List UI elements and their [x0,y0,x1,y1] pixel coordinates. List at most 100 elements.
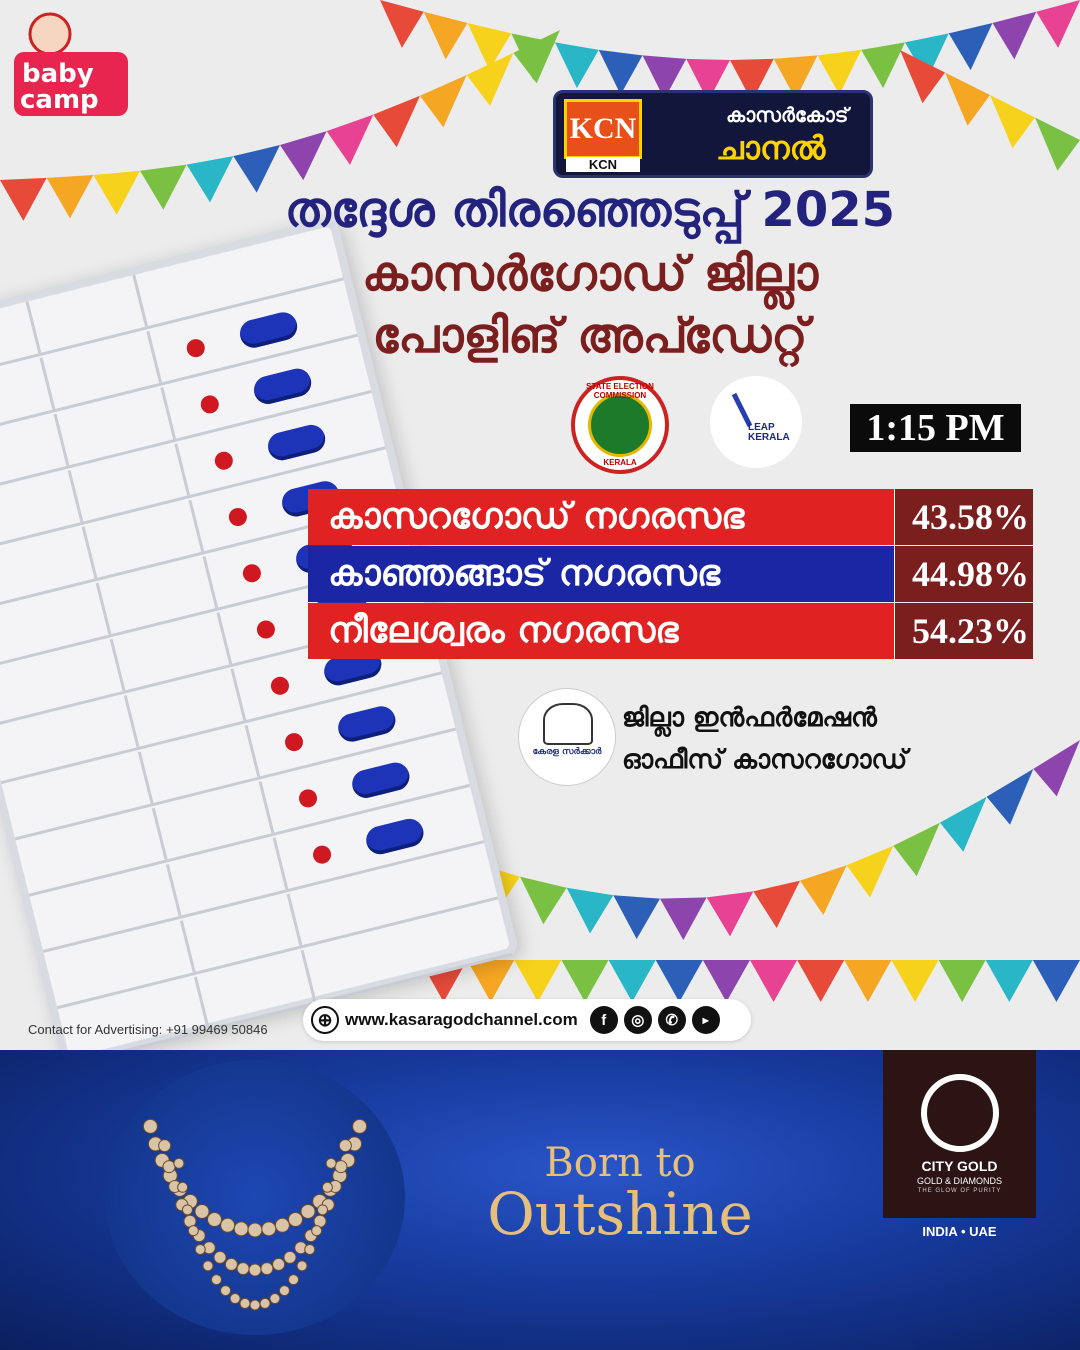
necklace-stone [181,1204,193,1216]
evm-lamp [226,506,249,528]
bunting-flag [566,887,614,934]
necklace-stone [325,1157,337,1169]
bunting-flag [186,156,234,203]
whatsapp-icon[interactable]: ✆ [657,1006,686,1034]
bunting-flag [940,796,987,852]
necklace-stone [311,1225,323,1237]
bunting-flag [797,960,845,1002]
emblem-icon [543,703,593,745]
kcn-mark: KCN [564,99,642,159]
bunting-flag [93,170,140,215]
evm-lamp [198,393,221,416]
bunting-flag [706,891,754,937]
bunting-flag [608,960,656,1002]
necklace-stone [321,1181,333,1193]
evm-lamp [297,787,319,810]
youtube-icon[interactable]: ▶ [691,1006,720,1034]
municipality-name: നീലേശ്വരം നഗരസഭ [308,603,895,659]
bunting-flag [233,145,280,193]
kerala-government-emblem: കേരള സർക്കാർ [518,688,616,786]
bunting-flag [140,164,187,210]
municipality-name: കാഞ്ഞങ്ങാട് നഗരസഭ [308,546,895,602]
bunting-flag [555,42,599,89]
necklace-stone [224,1257,238,1271]
necklace-stone [173,1157,185,1169]
necklace-stone [261,1221,277,1237]
leap-logo-text: LEAP KERALA [748,422,790,443]
necklace-stone [194,1203,210,1219]
channel-name-line2: ചാനൽ [716,129,826,167]
necklace-stone [278,1285,290,1297]
bunting-flag [520,876,567,925]
polling-results-table: കാസറഗോഡ് നഗരസഭ 43.58% കാഞ്ഞങ്ങാട് നഗരസഭ 44… [308,489,1033,660]
ad-tagline-1: Born to [544,1140,696,1186]
polling-percent: 44.98% [895,546,1033,602]
facebook-icon[interactable]: f [589,1006,618,1034]
svg-text:camp: camp [20,85,99,115]
necklace-stone [272,1257,286,1271]
evm-lamp [212,449,235,472]
necklace-stone [202,1260,214,1272]
necklace-stone [274,1217,290,1233]
ad-tagline-2: Outshine [487,1180,753,1248]
bunting-flag [817,49,862,95]
bunting-flag [0,177,47,221]
evm-vote-button [265,421,329,464]
bunting-flag [900,50,945,104]
emblem-text: കേരള സർക്കാർ [532,747,602,757]
result-row: കാസറഗോഡ് നഗരസഭ 43.58% [308,489,1033,545]
necklace-stone [304,1243,316,1255]
bunting-flag [373,95,420,148]
necklace-stone [162,1160,176,1174]
ad-brand-sub: GOLD & DIAMONDS [916,1176,1002,1186]
bunting-flag [642,55,687,100]
bunting-flag [986,768,1034,825]
evm-lamp [269,674,291,697]
necklace-stone [352,1118,368,1134]
bunting-flag [467,960,515,1002]
bunting-flag [893,822,940,877]
necklace-stone [249,1299,261,1311]
headline-line2: കാസർഗോഡ് ജില്ലാ [361,246,819,302]
evm-lamp [240,562,263,585]
necklace-stone [259,1297,271,1309]
necklace-stone [229,1293,241,1305]
necklace-stone [269,1293,281,1305]
instagram-icon[interactable]: ◎ [623,1006,652,1034]
necklace-stone [236,1262,250,1276]
bunting-flag [990,95,1035,149]
bunting-flag [945,72,990,126]
city-gold-g-icon [921,1074,999,1152]
necklace-stone [239,1297,251,1309]
bunting-flag [773,55,818,100]
evm-vote-button [251,365,315,407]
kcn-channel-logo: KCN KCN കാസർകോട് ചാനൽ [553,90,873,178]
necklace-image [105,1060,405,1335]
bunting-flag [423,11,468,60]
necklace-stone [213,1250,227,1264]
bunting-flag [514,960,562,1002]
sec-logo-kerala: KERALA [603,458,637,467]
source-line2: ഓഫീസ് കാസറഗോഡ് [622,745,908,775]
bunting-flag [844,960,892,1002]
bunting-flag [753,880,800,929]
polling-percent: 43.58% [895,489,1033,545]
bunting-flag [380,0,424,48]
evm-vote-button [335,703,399,745]
leap-kerala-logo: LEAP KERALA [710,376,802,468]
bunting-flag [511,33,555,80]
bunting-flag [613,895,660,939]
necklace-stone [334,1160,348,1174]
baby-camp-logo: baby camp [10,8,132,120]
sec-logo-text: STATE ELECTION COMMISSION [586,382,654,400]
necklace-stone [288,1274,300,1286]
evm-vote-button [349,759,413,801]
result-row: നീലേശ്വരം നഗരസഭ 54.23% [308,603,1033,659]
necklace-stone [247,1222,263,1238]
bunting-flag [800,865,847,915]
result-row: കാഞ്ഞങ്ങാട് നഗരസഭ 44.98% [308,546,1033,602]
website-link[interactable]: www.kasaragodchannel.com [345,1010,578,1029]
bunting-flag [660,897,707,941]
state-election-commission-logo: STATE ELECTION COMMISSION KERALA [571,376,669,474]
bunting-flag [466,52,514,106]
